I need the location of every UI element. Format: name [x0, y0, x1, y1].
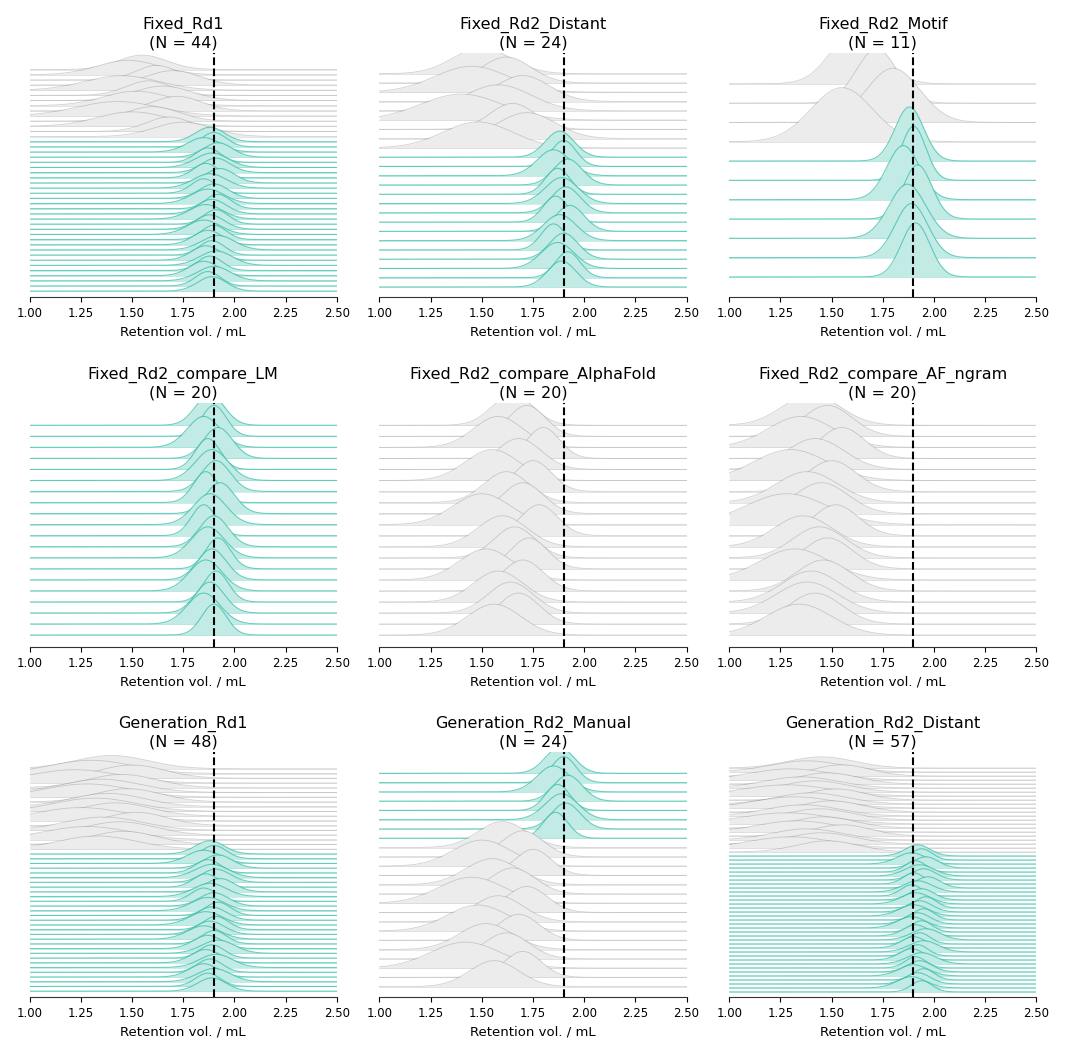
X-axis label: Retention vol. / mL: Retention vol. / mL [470, 326, 596, 339]
Title: Fixed_Rd1
(N = 44): Fixed_Rd1 (N = 44) [143, 17, 224, 51]
Title: Fixed_Rd2_compare_AF_ngram
(N = 20): Fixed_Rd2_compare_AF_ngram (N = 20) [758, 366, 1007, 400]
X-axis label: Retention vol. / mL: Retention vol. / mL [120, 326, 246, 339]
X-axis label: Retention vol. / mL: Retention vol. / mL [820, 326, 946, 339]
Title: Generation_Rd2_Distant
(N = 57): Generation_Rd2_Distant (N = 57) [786, 716, 981, 750]
Title: Fixed_Rd2_compare_LM
(N = 20): Fixed_Rd2_compare_LM (N = 20) [87, 366, 278, 400]
X-axis label: Retention vol. / mL: Retention vol. / mL [470, 1025, 596, 1038]
Title: Generation_Rd2_Manual
(N = 24): Generation_Rd2_Manual (N = 24) [435, 716, 631, 750]
X-axis label: Retention vol. / mL: Retention vol. / mL [470, 675, 596, 689]
Title: Fixed_Rd2_compare_AlphaFold
(N = 20): Fixed_Rd2_compare_AlphaFold (N = 20) [409, 366, 657, 400]
Title: Fixed_Rd2_Distant
(N = 24): Fixed_Rd2_Distant (N = 24) [459, 17, 607, 51]
X-axis label: Retention vol. / mL: Retention vol. / mL [120, 675, 246, 689]
X-axis label: Retention vol. / mL: Retention vol. / mL [120, 1025, 246, 1038]
X-axis label: Retention vol. / mL: Retention vol. / mL [820, 675, 946, 689]
Title: Fixed_Rd2_Motif
(N = 11): Fixed_Rd2_Motif (N = 11) [818, 17, 948, 51]
Title: Generation_Rd1
(N = 48): Generation_Rd1 (N = 48) [118, 716, 248, 750]
X-axis label: Retention vol. / mL: Retention vol. / mL [820, 1025, 946, 1038]
